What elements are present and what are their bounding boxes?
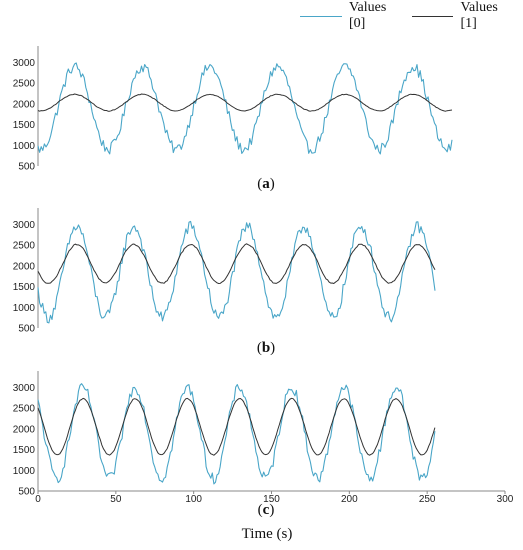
x-tick-label-c: 0 [35, 494, 41, 505]
x-tick-label-c: 300 [497, 494, 514, 505]
y-tick-label-a: 2000 [13, 99, 36, 110]
y-tick-label-c: 2000 [13, 424, 36, 435]
legend-item-values0: Values [0] [300, 0, 404, 32]
legend: Values [0] Values [1] [300, 0, 523, 31]
y-tick-label-c: 3000 [13, 383, 36, 394]
x-tick-label-c: 250 [419, 494, 436, 505]
legend-swatch-values1 [411, 15, 454, 17]
y-tick-label-c: 500 [18, 487, 35, 498]
y-tick-label-c: 1000 [13, 466, 36, 477]
x-axis-title: Time (s) [241, 526, 293, 542]
x-tick-label-c: 150 [263, 494, 280, 505]
series-line-c-values0 [37, 383, 436, 485]
y-tick-label-a: 500 [18, 162, 35, 173]
series-line-c-values1 [37, 397, 436, 456]
caption-c: (c) [257, 502, 275, 518]
legend-swatch-values0 [300, 15, 342, 17]
y-tick-label-c: 1500 [13, 445, 36, 456]
y-tick-label-a: 2500 [13, 79, 36, 90]
legend-label-values1: Values [1] [460, 0, 498, 31]
y-tick-label-b: 2000 [13, 261, 36, 272]
y-tick-label-a: 3000 [13, 58, 36, 69]
x-tick-label-c: 50 [110, 494, 122, 505]
series-line-a-values0 [37, 62, 453, 155]
y-tick-label-b: 3000 [13, 220, 36, 231]
y-tick-label-b: 2500 [13, 241, 36, 252]
series-line-a-values1 [37, 93, 453, 112]
caption-b-letter: b [261, 340, 271, 356]
y-tick-label-a: 1500 [13, 120, 36, 131]
series-line-b-values0 [37, 220, 436, 324]
y-tick-label-c: 2500 [13, 404, 36, 415]
x-tick-label-c: 100 [185, 494, 202, 505]
y-tick-label-b: 1000 [13, 303, 36, 314]
caption-a: (a) [257, 176, 275, 192]
series-line-b-values1 [37, 243, 436, 284]
legend-item-values1: Values [1] [411, 0, 516, 32]
y-tick-label-b: 1500 [13, 282, 36, 293]
y-tick-label-a: 1000 [13, 141, 36, 152]
legend-label-values0: Values [0] [348, 0, 387, 31]
caption-b: (b) [256, 340, 276, 356]
caption-c-letter: c [262, 502, 270, 518]
caption-a-letter: a [262, 176, 270, 192]
y-tick-label-b: 500 [18, 324, 35, 335]
x-tick-label-c: 200 [341, 494, 358, 505]
